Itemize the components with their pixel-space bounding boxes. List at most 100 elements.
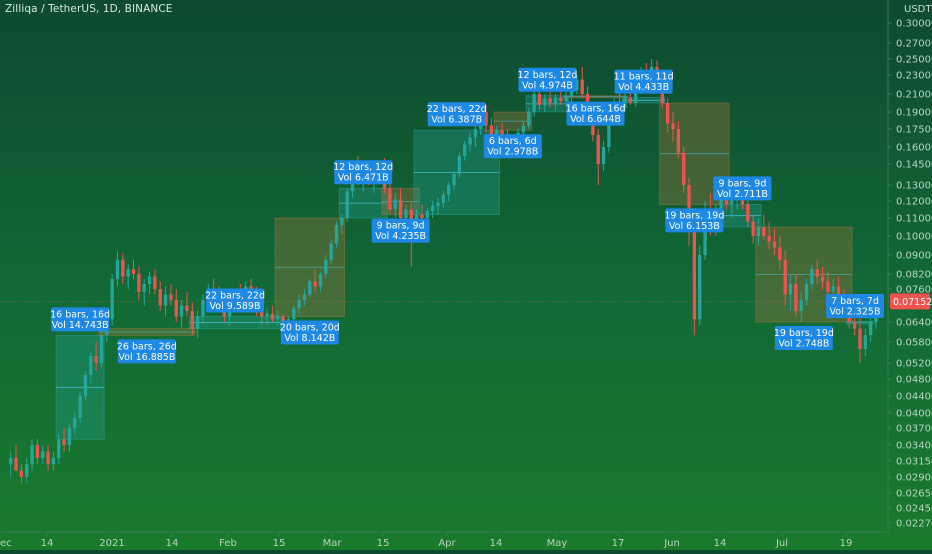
range-label-bg-11 (665, 208, 724, 233)
candle-body-28 (158, 289, 162, 306)
x-tick-label-7: 15 (377, 538, 390, 549)
range-label-line-13-1: Vol 2.748B (778, 339, 829, 350)
x-tick-label-13: 14 (714, 538, 727, 549)
candle-54 (297, 294, 301, 314)
candle-body-80 (436, 202, 440, 207)
candle-1 (14, 445, 18, 471)
candle-79 (430, 201, 435, 218)
candle-body-124 (671, 123, 675, 129)
candle-body-60 (329, 243, 333, 260)
range-label-line-1-0: 26 bars, 26d (117, 341, 177, 352)
candle-53 (292, 305, 296, 322)
range-label-line-5-0: 9 bars, 9d (377, 221, 425, 232)
candle-body-16 (94, 356, 98, 363)
candle-28 (158, 281, 162, 311)
range-label-line-0-0: 16 bars, 16d (50, 309, 110, 320)
candle-17 (99, 328, 104, 367)
candle-16 (94, 342, 98, 371)
candle-102 (553, 94, 558, 111)
candle-139 (751, 214, 755, 244)
candle-35 (195, 311, 200, 339)
candle-23 (131, 259, 136, 279)
candle-71 (388, 182, 392, 215)
candle-106 (575, 75, 579, 94)
candle-body-0 (9, 457, 13, 465)
range-label-line-3-1: Vol 8.142B (284, 333, 335, 344)
candle-body-59 (324, 259, 328, 274)
range-label-bg-6 (427, 102, 486, 127)
candle-body-86 (468, 137, 472, 145)
candle-82 (447, 182, 451, 201)
candle-body-58 (318, 274, 323, 287)
range-label-line-8-0: 12 bars, 12d (517, 70, 577, 81)
candle-57 (313, 269, 317, 292)
range-label-line-8-1: Vol 4.974B (522, 80, 573, 91)
candle-body-91 (495, 130, 499, 135)
x-tick-label-12: Jun (663, 538, 680, 549)
candle-48 (265, 308, 269, 326)
candle-body-73 (398, 199, 403, 218)
range-label-line-7-0: 6 bars, 6d (489, 136, 537, 147)
candle-129 (698, 245, 702, 326)
candle-body-54 (297, 300, 301, 309)
candle-body-63 (345, 191, 349, 218)
candle-73 (398, 188, 403, 222)
last-price-tag[interactable]: 0.07152 (0, 293, 932, 310)
range-label-line-14-1: Vol 2.325B (830, 307, 881, 318)
candle-124 (671, 112, 675, 141)
last-price-tag-bg (890, 293, 930, 310)
candle-body-72 (393, 199, 397, 210)
candle-160 (863, 328, 867, 356)
candle-body-55 (302, 294, 307, 300)
candle-159 (858, 316, 862, 363)
candle-body-154 (831, 286, 835, 292)
candle-5 (35, 439, 40, 465)
candle-body-75 (409, 209, 413, 226)
range-label-bg-3 (280, 320, 339, 345)
candle-body-17 (99, 335, 104, 363)
candle-body-15 (89, 356, 93, 375)
x-tick-label-6: Mar (323, 538, 343, 549)
symbol-title: Zilliqa / TetherUS, 1D, BINANCE (5, 3, 173, 15)
range-label-line-6-1: Vol 6.387B (431, 115, 482, 126)
candle-80 (436, 197, 440, 215)
candle-152 (820, 266, 825, 289)
range-label-line-12-0: 9 bars, 9d (719, 178, 767, 189)
x-tick-label-15: 19 (840, 538, 853, 549)
candle-body-14 (83, 375, 88, 396)
candle-143 (772, 228, 777, 255)
candle-21 (121, 253, 125, 284)
candle-body-138 (746, 204, 750, 222)
candle-body-148 (799, 300, 803, 311)
range-label-line-11-1: Vol 6.153B (669, 221, 720, 232)
candle-123 (666, 98, 670, 133)
x-tick-label-9: 14 (490, 538, 503, 549)
candle-body-144 (778, 247, 782, 260)
candle-107 (580, 67, 584, 99)
candle-body-81 (441, 194, 445, 203)
candle-126 (682, 147, 686, 193)
candle-56 (308, 279, 312, 298)
candle-body-87 (473, 129, 478, 138)
candle-55 (302, 289, 307, 306)
candle-body-79 (430, 206, 435, 212)
candle-body-22 (126, 269, 130, 277)
candle-141 (762, 214, 766, 240)
range-label-line-9-1: Vol 6.644B (570, 114, 621, 125)
candle-body-74 (404, 209, 408, 218)
